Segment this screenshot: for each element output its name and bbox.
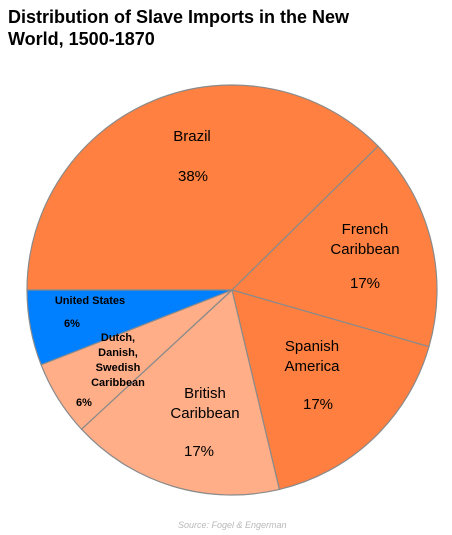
slice-label: French Caribbean [330, 221, 400, 258]
chart-title: Distribution of Slave Imports in the New… [8, 7, 350, 49]
slice-label: Brazil [173, 128, 211, 145]
pie-slice [26, 84, 379, 291]
pie-slice [231, 289, 430, 491]
pie-slice [26, 289, 233, 366]
value-label: 6% [64, 318, 80, 330]
value-label: 17% [183, 443, 215, 460]
value-label: 6% [76, 397, 92, 409]
slice-label: British Caribbean [170, 385, 240, 422]
pie-slice [230, 145, 438, 348]
value-label: 17% [349, 275, 381, 292]
pie-slice [80, 288, 281, 496]
slice-label: Spanish America [284, 338, 340, 375]
value-label: 38% [177, 168, 209, 185]
slice-label: United States [54, 295, 126, 307]
source: Source: Fogel & Engerman [178, 520, 287, 530]
slice-label: Dutch, Danish, Swedish Caribbean [91, 332, 145, 389]
value-label: 17% [302, 396, 334, 413]
